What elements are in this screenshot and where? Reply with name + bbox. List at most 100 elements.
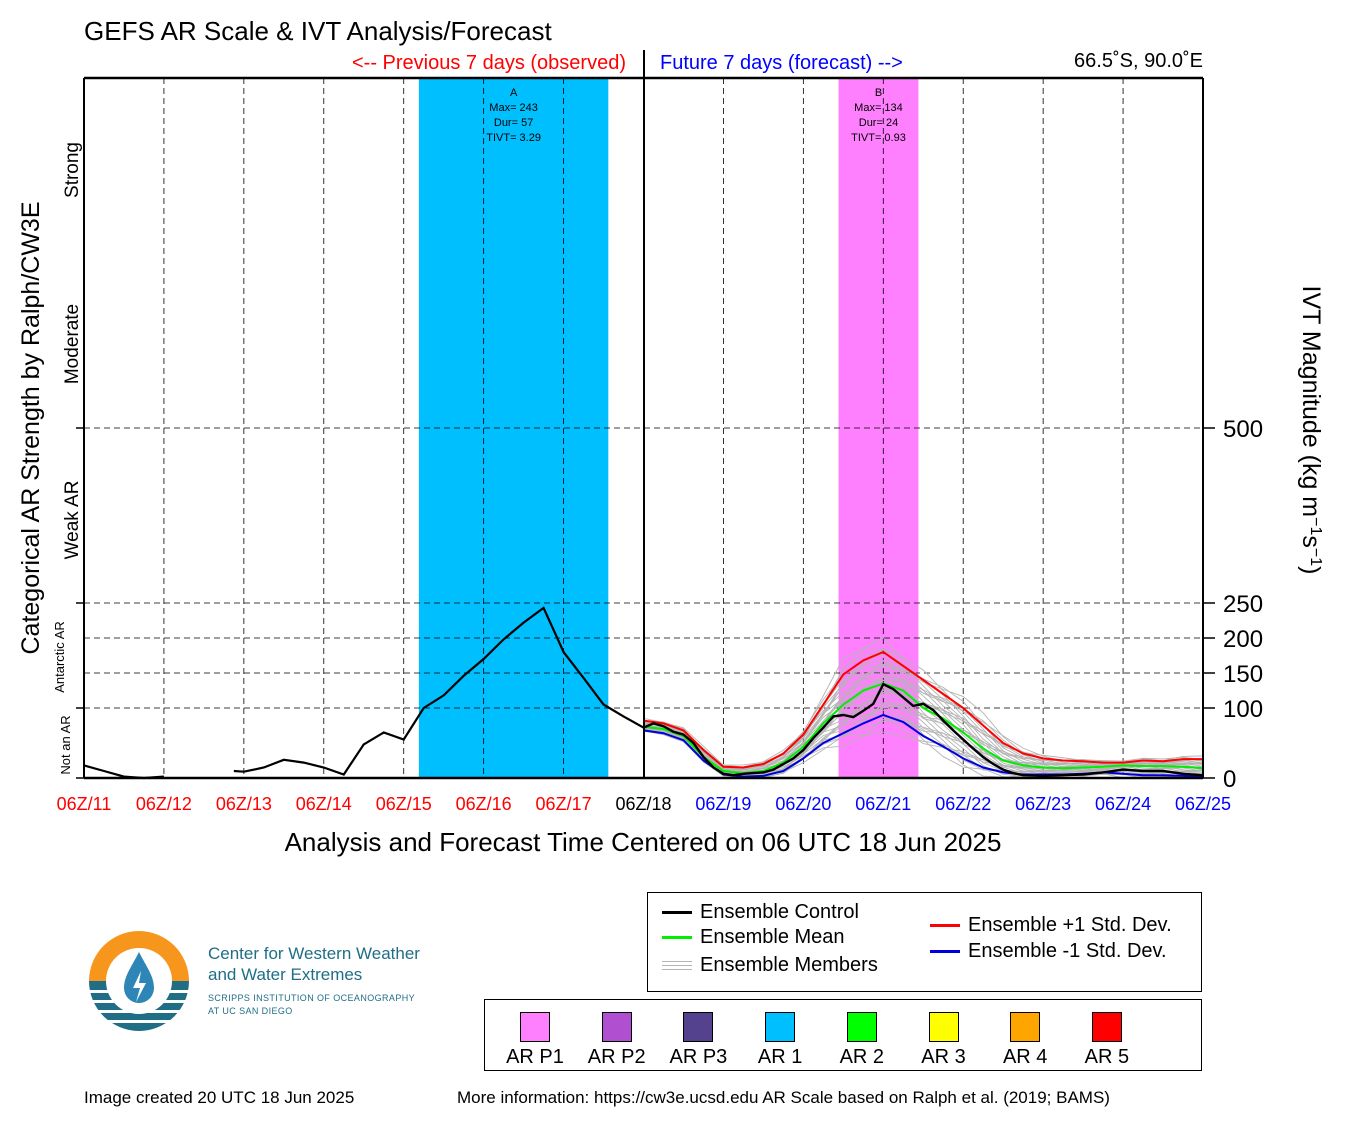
series-line-control [643,682,1204,778]
ar-category-ar-5: AR 5 [1072,1000,1142,1069]
legend-control-label: Ensemble Control [700,901,859,923]
legend-members: Ensemble Members [662,954,878,977]
legend-members-label: Ensemble Members [700,954,878,976]
y-tick-label: 0 [1223,766,1236,793]
ar-category-swatch [683,1012,714,1042]
legend-minus-label: Ensemble -1 Std. Dev. [968,940,1167,962]
ar-category-swatch [1010,1012,1041,1042]
x-tick-label: 06Z/21 [855,794,911,814]
cw3e-logo [89,931,189,1031]
ar-category-label: AR 5 [1084,1046,1130,1068]
x-tick-label: 06Z/15 [376,794,432,814]
ar-category-ar-p1: AR P1 [500,1000,570,1069]
chart-series [83,606,1204,780]
legend-minus-swatch [930,950,960,953]
ar-category-swatch [928,1012,959,1042]
ar-category-label: AR P1 [506,1046,564,1068]
ar-category-swatch [520,1012,550,1042]
legend-plus-swatch [930,924,960,927]
x-tick-label: 06Z/17 [536,794,592,814]
ar-event-annotation: Dur= 57 [494,117,533,129]
y-right-axis-label: IVT Magnitude (kg m−1s−1) [1297,286,1325,575]
ar-ivt-chart: A Max= 243 Dur= 57 TIVT= 3.29 B Max= 134 Dur= … [17,16,1325,857]
series-line-mean [643,682,1204,775]
ar-event-annotation: B [875,87,882,99]
x-tick-label: 06Z/18 [615,794,671,814]
category-label: Moderate [62,304,83,384]
observed-ivt-line [233,606,645,776]
x-tick-label: 06Z/20 [775,794,831,814]
ensemble-member-line [643,660,1204,770]
ar-category-label: AR 2 [839,1046,885,1068]
footer-info: More information: https://cw3e.ucsd.edu … [457,1088,1110,1107]
legend-minus: Ensemble -1 Std. Dev. [930,940,1167,963]
y-tick-label: 200 [1223,626,1263,653]
ar-category-label: AR 3 [921,1046,966,1068]
future-period-label: Future 7 days (forecast) --> [660,52,903,74]
ar-category-ar-p2: AR P2 [582,1000,652,1069]
ar-category-swatch [765,1012,796,1042]
x-tick-label: 06Z/14 [296,794,352,814]
ar-category-label: AR 1 [757,1046,803,1068]
series-line-plus [643,650,1203,769]
x-tick-label: 06Z/22 [935,794,991,814]
ar-event-annotation: Max= 134 [854,102,903,114]
logo-line-2: and Water Extremes [208,965,363,984]
y-tick-label: 250 [1223,591,1263,618]
ar-category-ar-4: AR 4 [990,1000,1060,1069]
ar-category-label: AR P3 [669,1046,728,1068]
x-tick-label: 06Z/19 [695,794,751,814]
location-label: 66.5˚S, 90.0˚E [1074,50,1203,72]
ar-category-legend: AR P1 AR P2 AR P3 AR 1 AR 2 AR 3 AR 4 AR 5 [484,999,1202,1071]
legend-mean: Ensemble Mean [662,926,845,949]
ar-category-ar-2: AR 2 [827,1000,897,1069]
legend-control-swatch [662,911,692,914]
ensemble-member-line [643,679,1204,774]
x-tick-label: 06Z/23 [1015,794,1071,814]
legend-plus-label: Ensemble +1 Std. Dev. [968,914,1172,936]
ar-category-label: AR 4 [1002,1046,1048,1068]
category-label: Weak AR [62,481,83,560]
ar-category-ar-1: AR 1 [745,1000,815,1069]
ar-event-annotation: Dur= 24 [859,117,898,129]
category-label: Strong [62,142,83,198]
chart-title: GEFS AR Scale & IVT Analysis/Forecast [84,16,552,46]
x-tick-label: 06Z/11 [57,794,112,814]
y-tick-label: 100 [1223,696,1263,723]
ensemble-member-line [643,654,1204,769]
x-axis-label: Analysis and Forecast Time Centered on 0… [285,827,1002,857]
observed-ivt-line [83,764,165,780]
series-legend: Ensemble Control Ensemble Mean Ensemble … [647,892,1202,992]
ensemble-member-line [643,683,1204,774]
ar-category-ar-3: AR 3 [909,1000,979,1069]
chart-grid [84,78,1203,778]
logo-line-4: AT UC SAN DIEGO [208,1006,293,1016]
legend-mean-swatch [662,936,692,939]
x-tick-label: 06Z/25 [1175,794,1231,814]
ar-category-label: AR P2 [587,1046,646,1068]
category-label: Antarctic AR [52,621,67,693]
ar-event-annotation: A [510,87,518,99]
y-tick-label: 500 [1223,416,1263,443]
ar-category-ar-p3: AR P3 [663,1000,733,1069]
ensemble-member-line [643,677,1204,773]
category-label: Not an AR [58,715,73,774]
ar-category-swatch [601,1012,632,1042]
logo-line-1: Center for Western Weather [208,944,420,963]
ar-event-annotation: TIVT= 0.93 [851,132,906,144]
x-tick-label: 06Z/24 [1095,794,1151,814]
ar-category-swatch [1091,1012,1122,1042]
x-tick-label: 06Z/16 [456,794,512,814]
chart-labels: A Max= 243 Dur= 57 TIVT= 3.29 B Max= 134 Dur= … [52,87,1263,814]
y-tick-label: 150 [1223,661,1263,688]
y-left-axis-label: Categorical AR Strength by Ralph/CW3E [17,202,45,655]
footer-created: Image created 20 UTC 18 Jun 2025 [84,1088,355,1107]
ar-category-swatch [846,1012,877,1042]
chart-frame [76,50,1215,780]
past-period-label: <-- Previous 7 days (observed) [352,52,626,74]
ar-event-annotation: TIVT= 3.29 [486,132,541,144]
x-tick-label: 06Z/13 [216,794,272,814]
legend-control: Ensemble Control [662,901,859,924]
legend-plus: Ensemble +1 Std. Dev. [930,914,1172,937]
legend-members-swatch [662,959,692,973]
